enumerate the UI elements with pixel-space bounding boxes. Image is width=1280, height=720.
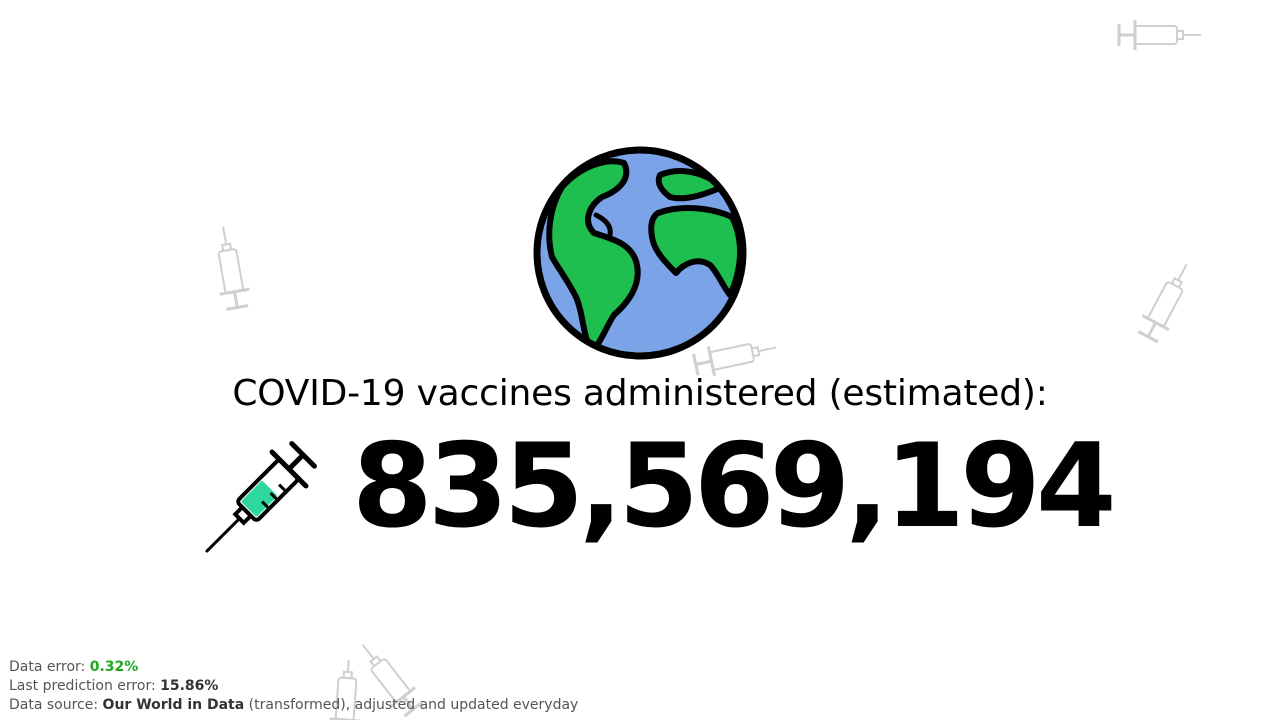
data-source-label: Data source: xyxy=(9,697,99,713)
prediction-error-line: Last prediction error: 15.86% xyxy=(9,677,578,696)
data-error-line: Data error: 0.32% xyxy=(9,658,578,677)
data-source-link[interactable]: Our World in Data xyxy=(102,697,245,713)
data-error-label: Data error: xyxy=(9,659,86,675)
headline: COVID-19 vaccines administered (estimate… xyxy=(232,373,1048,414)
syringe-icon xyxy=(1117,18,1203,52)
syringe-icon xyxy=(349,634,427,720)
data-error-value: 0.32% xyxy=(89,659,139,675)
syringe-icon xyxy=(327,660,366,720)
data-source-line: Data source: Our World in Data (transfor… xyxy=(9,696,578,715)
syringe-icon xyxy=(691,331,781,381)
syringe-icon xyxy=(205,441,317,553)
prediction-error-label: Last prediction error: xyxy=(9,678,156,694)
syringe-icon xyxy=(206,222,254,312)
globe-icon xyxy=(533,146,747,360)
syringe-icon xyxy=(1133,255,1202,346)
vaccine-counter: 835,569,194 xyxy=(352,419,1117,554)
prediction-error-value: 15.86% xyxy=(160,678,219,694)
data-source-suffix: (transformed), adjusted and updated ever… xyxy=(248,697,579,713)
footer: Data error: 0.32% Last prediction error:… xyxy=(9,658,578,715)
